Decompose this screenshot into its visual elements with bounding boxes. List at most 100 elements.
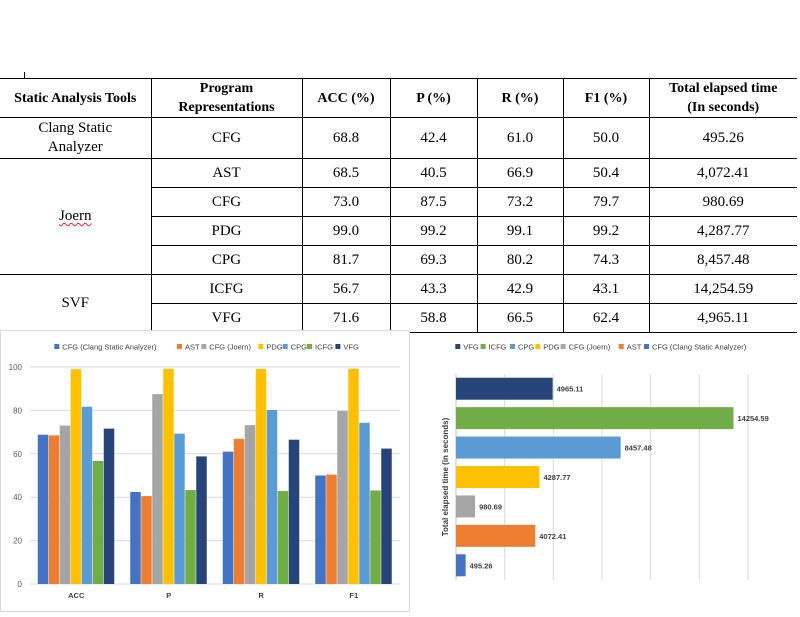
y-tick-label: 80 — [13, 406, 22, 415]
header-time: Total elapsed time (In seconds) — [648, 78, 797, 118]
f1-cell: 74.3 — [562, 245, 650, 275]
bar — [48, 435, 60, 584]
bar — [381, 448, 392, 584]
r-cell: 73.2 — [476, 187, 564, 217]
bar — [277, 490, 289, 584]
legend-swatch — [258, 344, 264, 349]
header-p: P (%) — [389, 78, 478, 118]
legend-swatch — [618, 344, 624, 349]
r-cell: 66.9 — [476, 158, 564, 188]
y-axis-title: Total elapsed time (in seconds) — [441, 417, 450, 536]
r-cell: 80.2 — [476, 245, 564, 275]
tool-cell-clang: Clang Static Analyzer — [0, 117, 152, 159]
legend-label: CPG — [291, 343, 307, 352]
r-cell: 61.0 — [476, 117, 564, 159]
table-corner-mark — [24, 72, 25, 78]
bar — [370, 490, 381, 584]
table-row: SVF ICFG 56.7 43.3 42.9 43.1 14,254.59 — [0, 274, 797, 333]
legend-swatch — [335, 344, 341, 349]
y-tick-label: 100 — [9, 363, 23, 372]
p-cell: 42.4 — [389, 117, 478, 159]
rep-cell: AST — [150, 158, 303, 188]
bar — [315, 475, 326, 584]
bar — [152, 394, 163, 584]
legend-swatch — [201, 344, 207, 349]
data-label: 495.26 — [470, 561, 493, 570]
p-cell: 43.3 — [389, 274, 478, 304]
bar — [456, 554, 466, 577]
r-cell: 66.5 — [476, 303, 564, 333]
legend-label: AST — [185, 343, 200, 352]
bar — [222, 451, 234, 584]
acc-cell: 71.6 — [301, 303, 391, 333]
bar — [288, 439, 300, 584]
data-label: 4287.77 — [543, 473, 570, 482]
legend-label: CFG (Joern) — [209, 343, 251, 352]
f1-cell: 50.0 — [562, 117, 650, 159]
p-cell: 99.2 — [389, 216, 478, 246]
data-label: 8457.48 — [625, 444, 652, 453]
legend-swatch — [282, 344, 288, 349]
acc-cell: 68.5 — [301, 158, 391, 188]
legend-swatch — [560, 344, 566, 349]
f1-cell: 99.2 — [562, 216, 650, 246]
legend-label: CPG — [518, 343, 534, 352]
bar — [185, 490, 196, 584]
legend-swatch — [177, 344, 182, 349]
bar — [255, 368, 267, 584]
legend-swatch — [510, 344, 515, 349]
bar — [456, 524, 536, 547]
header-tools: Static Analysis Tools — [0, 78, 152, 118]
bar — [37, 434, 49, 584]
rep-cell: PDG — [150, 216, 303, 246]
x-tick-label: F1 — [349, 591, 358, 600]
rep-cell: ICFG — [150, 274, 303, 304]
x-tick-label: P — [166, 591, 171, 600]
header-representations: Program Representations — [150, 78, 303, 118]
time-cell: 4,965.11 — [648, 303, 797, 333]
legend-label: PDG — [266, 343, 282, 352]
bar — [81, 406, 93, 584]
bar — [456, 466, 540, 488]
bar — [233, 438, 245, 584]
p-cell: 40.5 — [389, 158, 478, 188]
bar — [141, 496, 152, 584]
time-cell: 4,287.77 — [648, 216, 797, 246]
bar — [456, 436, 621, 459]
bar — [130, 491, 141, 584]
legend-label: AST — [627, 343, 642, 352]
legend-label: CFG (Clang Static Analyzer) — [62, 343, 157, 352]
bar — [59, 425, 71, 584]
rep-cell: CFG — [150, 187, 303, 217]
time-cell: 8,457.48 — [648, 245, 797, 275]
legend-label: CFG (Clang Static Analyzer) — [652, 343, 747, 352]
tool-cell-svf: SVF — [0, 274, 152, 333]
legend-label: CFG (Joern) — [569, 343, 611, 352]
x-tick-label: ACC — [68, 591, 85, 600]
legend-swatch — [54, 344, 60, 349]
f1-cell: 43.1 — [562, 274, 650, 304]
data-label: 14254.59 — [737, 414, 768, 423]
legend-label: ICFG — [489, 343, 507, 352]
r-cell: 99.1 — [476, 216, 564, 246]
table-row: CFG 73.0 87.5 73.2 79.7 980.69 — [0, 187, 797, 217]
bar — [456, 495, 476, 518]
f1-cell: 62.4 — [562, 303, 650, 333]
header-r: R (%) — [476, 78, 564, 118]
x-tick-label: R — [259, 591, 265, 600]
bar — [174, 433, 185, 584]
time-cell: 980.69 — [648, 187, 797, 217]
bar — [359, 422, 370, 584]
header-acc: ACC (%) — [301, 78, 391, 118]
f1-cell: 50.4 — [562, 158, 650, 188]
y-tick-label: 40 — [13, 493, 22, 502]
rep-cell: VFG — [150, 303, 303, 333]
time-cell: 14,254.59 — [648, 274, 797, 304]
rep-cell: CFG — [150, 117, 303, 159]
time-cell: 495.26 — [648, 117, 797, 159]
elapsed-time-bar-chart: 4965.11 14254.59 8457.48 4287.77 980.69 4072.… — [441, 343, 769, 580]
data-label: 4072.41 — [539, 532, 566, 541]
rep-cell: CPG — [150, 245, 303, 275]
table-header-row: Static Analysis Tools Program Representat… — [0, 78, 797, 118]
table-row: Clang Static Analyzer CFG 68.8 42.4 61.0 … — [0, 117, 797, 159]
